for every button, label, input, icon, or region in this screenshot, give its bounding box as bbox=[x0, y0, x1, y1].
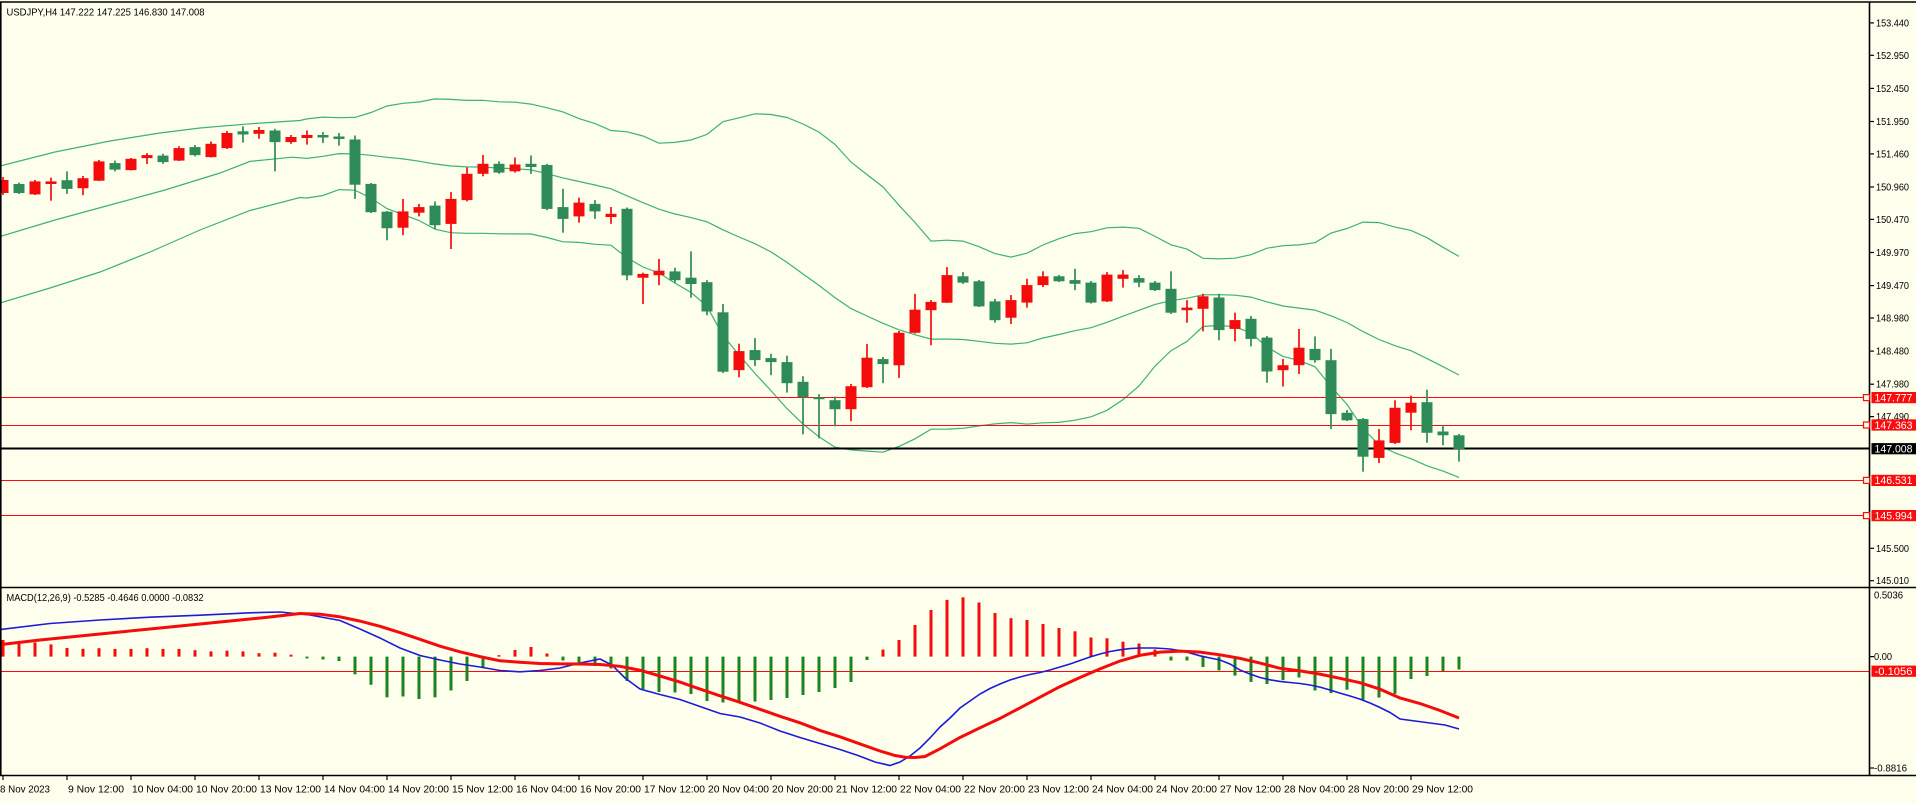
svg-text:153.440: 153.440 bbox=[1876, 18, 1909, 29]
svg-text:150.470: 150.470 bbox=[1876, 215, 1909, 226]
svg-text:152.450: 152.450 bbox=[1876, 84, 1909, 95]
svg-text:MACD(12,26,9) -0.5285 -0.4646: MACD(12,26,9) -0.5285 -0.4646 0.0000 -0.… bbox=[7, 592, 204, 604]
svg-text:0.5036: 0.5036 bbox=[1874, 590, 1903, 601]
svg-text:28 Nov 04:00: 28 Nov 04:00 bbox=[1284, 785, 1345, 796]
svg-text:22 Nov 04:00: 22 Nov 04:00 bbox=[900, 785, 961, 796]
svg-text:147.777: 147.777 bbox=[1875, 392, 1913, 404]
svg-text:13 Nov 12:00: 13 Nov 12:00 bbox=[260, 785, 321, 796]
svg-text:146.531: 146.531 bbox=[1875, 475, 1913, 487]
svg-text:148.980: 148.980 bbox=[1876, 314, 1909, 325]
svg-text:0.00: 0.00 bbox=[1874, 652, 1892, 663]
svg-text:145.010: 145.010 bbox=[1876, 576, 1909, 587]
svg-text:USDJPY,H4 147.222 147.225 146: USDJPY,H4 147.222 147.225 146.830 147.00… bbox=[7, 7, 205, 19]
svg-text:152.950: 152.950 bbox=[1876, 51, 1909, 62]
svg-text:22 Nov 20:00: 22 Nov 20:00 bbox=[964, 785, 1025, 796]
svg-text:148.480: 148.480 bbox=[1876, 347, 1909, 358]
svg-text:24 Nov 20:00: 24 Nov 20:00 bbox=[1156, 785, 1217, 796]
svg-text:147.008: 147.008 bbox=[1875, 444, 1913, 456]
svg-text:147.363: 147.363 bbox=[1875, 420, 1913, 432]
svg-text:9 Nov 12:00: 9 Nov 12:00 bbox=[68, 785, 124, 796]
svg-text:28 Nov 20:00: 28 Nov 20:00 bbox=[1348, 785, 1409, 796]
svg-text:151.460: 151.460 bbox=[1876, 149, 1909, 160]
svg-text:145.500: 145.500 bbox=[1876, 544, 1909, 555]
svg-text:14 Nov 04:00: 14 Nov 04:00 bbox=[324, 785, 385, 796]
svg-text:151.950: 151.950 bbox=[1876, 117, 1909, 128]
svg-text:10 Nov 20:00: 10 Nov 20:00 bbox=[196, 785, 257, 796]
svg-text:-0.1056: -0.1056 bbox=[1875, 666, 1913, 678]
svg-text:15 Nov 12:00: 15 Nov 12:00 bbox=[452, 785, 513, 796]
svg-text:17 Nov 12:00: 17 Nov 12:00 bbox=[644, 785, 705, 796]
svg-text:-0.8816: -0.8816 bbox=[1874, 764, 1907, 775]
svg-text:150.960: 150.960 bbox=[1876, 183, 1909, 194]
svg-text:145.994: 145.994 bbox=[1875, 510, 1913, 522]
svg-text:149.970: 149.970 bbox=[1876, 248, 1909, 259]
svg-text:29 Nov 12:00: 29 Nov 12:00 bbox=[1412, 785, 1473, 796]
svg-text:16 Nov 04:00: 16 Nov 04:00 bbox=[516, 785, 577, 796]
svg-text:149.470: 149.470 bbox=[1876, 281, 1909, 292]
svg-text:27 Nov 12:00: 27 Nov 12:00 bbox=[1220, 785, 1281, 796]
svg-text:20 Nov 04:00: 20 Nov 04:00 bbox=[708, 785, 769, 796]
svg-text:20 Nov 20:00: 20 Nov 20:00 bbox=[772, 785, 833, 796]
svg-text:14 Nov 20:00: 14 Nov 20:00 bbox=[388, 785, 449, 796]
svg-text:147.980: 147.980 bbox=[1876, 380, 1909, 391]
svg-text:21 Nov 12:00: 21 Nov 12:00 bbox=[836, 785, 897, 796]
svg-text:16 Nov 20:00: 16 Nov 20:00 bbox=[580, 785, 641, 796]
svg-text:23 Nov 12:00: 23 Nov 12:00 bbox=[1028, 785, 1089, 796]
svg-text:24 Nov 04:00: 24 Nov 04:00 bbox=[1092, 785, 1153, 796]
svg-text:10 Nov 04:00: 10 Nov 04:00 bbox=[132, 785, 193, 796]
svg-text:8 Nov 2023: 8 Nov 2023 bbox=[0, 785, 50, 796]
